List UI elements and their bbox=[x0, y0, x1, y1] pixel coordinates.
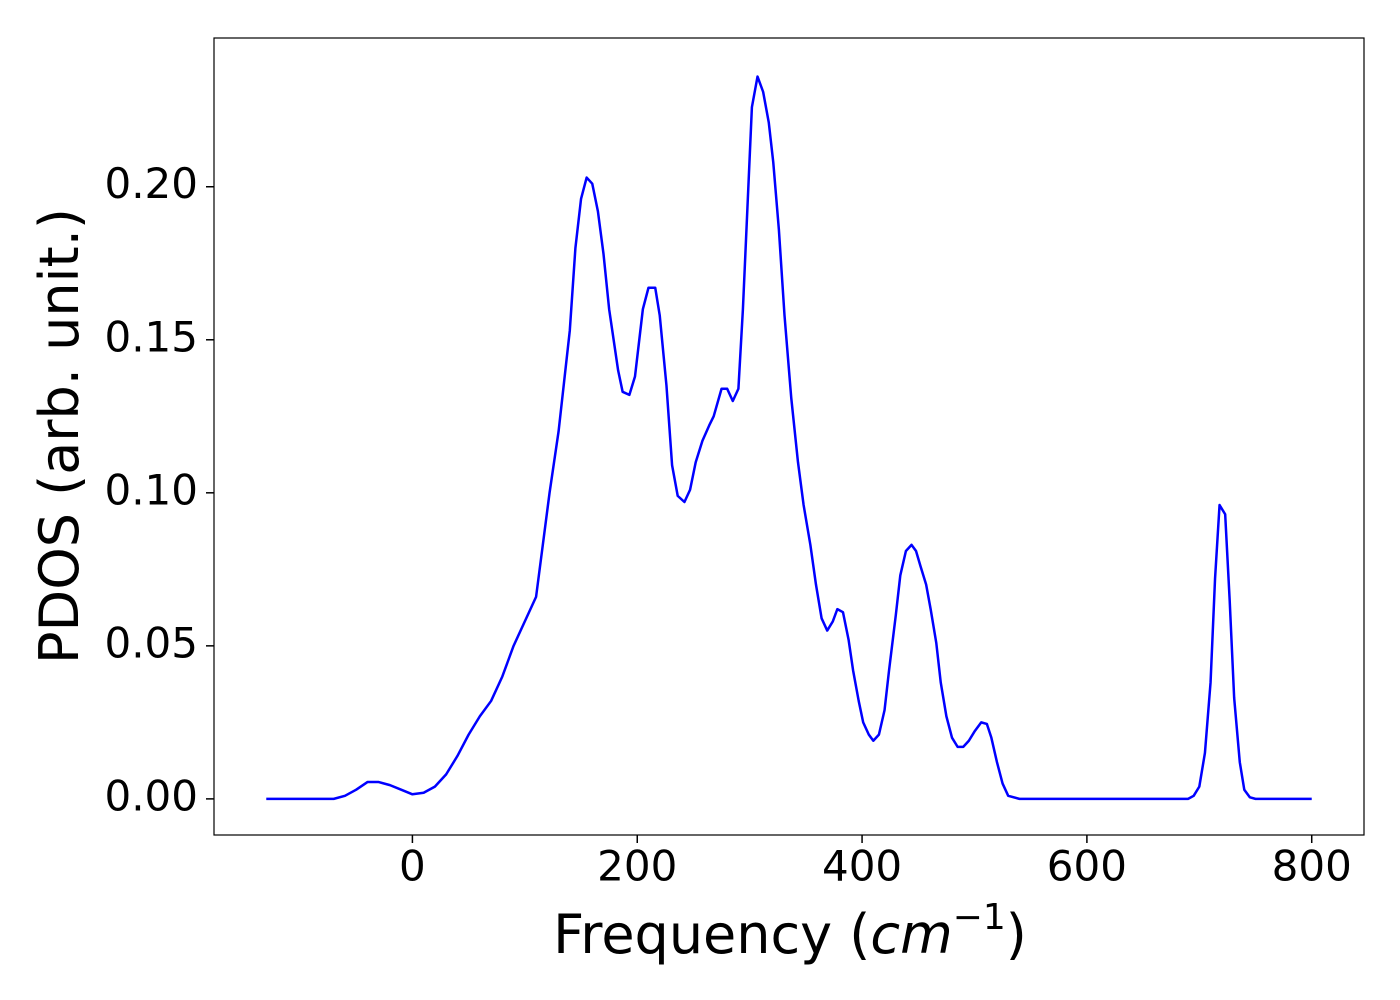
x-tick-label: 600 bbox=[1047, 842, 1127, 891]
x-tick-label: 200 bbox=[597, 842, 677, 891]
x-label-close: ) bbox=[1006, 903, 1027, 966]
x-label-exponent: −1 bbox=[953, 897, 1006, 938]
y-tick-label: 0.00 bbox=[104, 771, 198, 820]
x-tick-label: 800 bbox=[1272, 842, 1352, 891]
x-tick-label: 0 bbox=[399, 842, 426, 891]
y-tick-label: 0.20 bbox=[104, 159, 198, 208]
y-tick-label: 0.10 bbox=[104, 465, 198, 514]
y-tick-label: 0.05 bbox=[104, 618, 198, 667]
pdos-line bbox=[266, 75, 1312, 801]
y-axis-label: PDOS (arb. unit.) bbox=[28, 208, 91, 664]
plot-frame bbox=[213, 37, 1365, 836]
x-label-unit: cm bbox=[870, 903, 952, 966]
x-tick-label: 400 bbox=[822, 842, 902, 891]
x-label-text: Frequency ( bbox=[553, 903, 870, 966]
x-axis-label: Frequency (cm−1) bbox=[553, 897, 1027, 966]
y-tick-label: 0.15 bbox=[104, 312, 198, 361]
